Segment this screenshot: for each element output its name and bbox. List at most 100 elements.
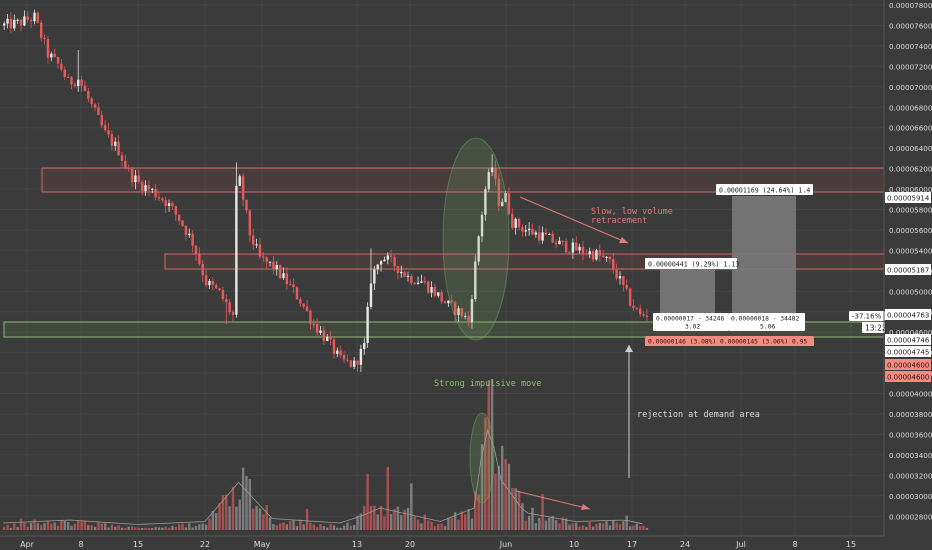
volume-bar: [363, 505, 366, 530]
candle: [228, 299, 231, 316]
volume-bar: [514, 488, 517, 530]
rejection-arrowhead: [625, 345, 633, 352]
candle-body: [289, 284, 292, 286]
candle-body: [154, 188, 157, 198]
volume-bar: [127, 526, 130, 530]
candle-body: [356, 360, 359, 365]
candle-body: [134, 175, 137, 183]
candle-body: [487, 172, 490, 190]
candle: [282, 267, 285, 281]
candle: [29, 17, 33, 28]
volume-bar: [63, 521, 66, 530]
candle: [470, 295, 474, 329]
target-boxes: [660, 196, 796, 320]
volume-bar: [453, 512, 457, 530]
volume-bar: [107, 527, 110, 530]
price-tick-label: 0.00003400: [889, 451, 932, 460]
candle: [400, 265, 403, 278]
candle: [534, 230, 538, 238]
candle: [369, 248, 373, 310]
time-tick-label: Jul: [735, 540, 746, 549]
candle: [379, 260, 383, 272]
volume-bar: [211, 510, 215, 530]
candle: [201, 259, 204, 283]
volume-bar: [635, 523, 639, 530]
candle-body: [618, 276, 622, 279]
price-tick-label: 0.00007600: [889, 21, 932, 30]
volume-ma-line: [2, 428, 643, 525]
volume-bar: [151, 528, 154, 530]
candle-body: [363, 342, 366, 349]
candle-body: [480, 214, 484, 237]
candle: [87, 87, 90, 103]
volume-bar: [326, 527, 329, 530]
candle-body: [581, 246, 585, 254]
candle-body: [612, 259, 615, 270]
candle: [137, 169, 140, 184]
price-scale[interactable]: 0.00007800 0.00007600 0.00007400 0.00007200…: [889, 1, 932, 521]
candle: [83, 80, 87, 92]
candle-body: [507, 193, 511, 214]
candle-body: [598, 250, 602, 256]
candle-body: [60, 63, 63, 70]
candle-body: [376, 264, 379, 270]
volume-bar: [433, 525, 437, 530]
candle-body: [275, 265, 278, 270]
volume-bar: [588, 521, 591, 530]
impulse-ellipse: [442, 137, 510, 341]
candle-body: [389, 255, 393, 257]
candle: [33, 9, 36, 25]
candle: [632, 299, 635, 311]
candle: [272, 255, 275, 275]
candle: [352, 357, 356, 370]
volume-bar: [366, 473, 369, 530]
volume-bar: [561, 517, 564, 530]
candle: [299, 296, 302, 308]
candle: [241, 173, 245, 207]
volume-bar: [346, 522, 349, 530]
candle-body: [292, 284, 295, 288]
volume-bar: [612, 520, 615, 530]
time-scale[interactable]: Apr 8 15 22 May 13 20 Jun 10 17 24 Jul 8 15: [20, 540, 856, 549]
volume-bar: [117, 525, 120, 530]
volume-bar: [272, 524, 275, 530]
candle-body: [268, 261, 272, 263]
candle: [581, 241, 585, 260]
candle: [167, 199, 171, 212]
volume-bar: [575, 522, 578, 530]
candle-body: [3, 23, 6, 26]
candle-body: [373, 269, 376, 284]
candle: [622, 275, 625, 292]
candle: [541, 226, 544, 244]
candle-body: [501, 201, 504, 206]
volume-bar: [628, 526, 632, 530]
candle: [194, 244, 198, 261]
candle: [524, 224, 527, 237]
candle-body: [302, 303, 305, 307]
volume-bar: [29, 522, 33, 530]
candle-body: [531, 228, 534, 235]
volume-bar: [26, 526, 29, 530]
candle-body: [396, 266, 400, 274]
volume-bar: [332, 525, 336, 530]
time-tick-label: 15: [846, 540, 856, 549]
candle-body: [124, 160, 127, 168]
volume-bar: [177, 524, 181, 530]
candle: [346, 354, 349, 363]
candle-body: [460, 308, 464, 317]
candle-body: [322, 330, 326, 341]
candle-body: [564, 241, 568, 253]
volume-bar: [511, 487, 514, 530]
candle: [363, 337, 366, 355]
candle: [460, 307, 464, 319]
candle-body: [453, 302, 457, 316]
candle: [107, 122, 110, 138]
candle: [90, 96, 93, 108]
candle-body: [191, 233, 194, 246]
volume-bar: [255, 505, 258, 530]
price-tick-label: 0.00004600: [889, 328, 932, 337]
candle: [376, 264, 379, 275]
volume-bar: [558, 523, 561, 530]
volume-bar: [534, 523, 538, 530]
